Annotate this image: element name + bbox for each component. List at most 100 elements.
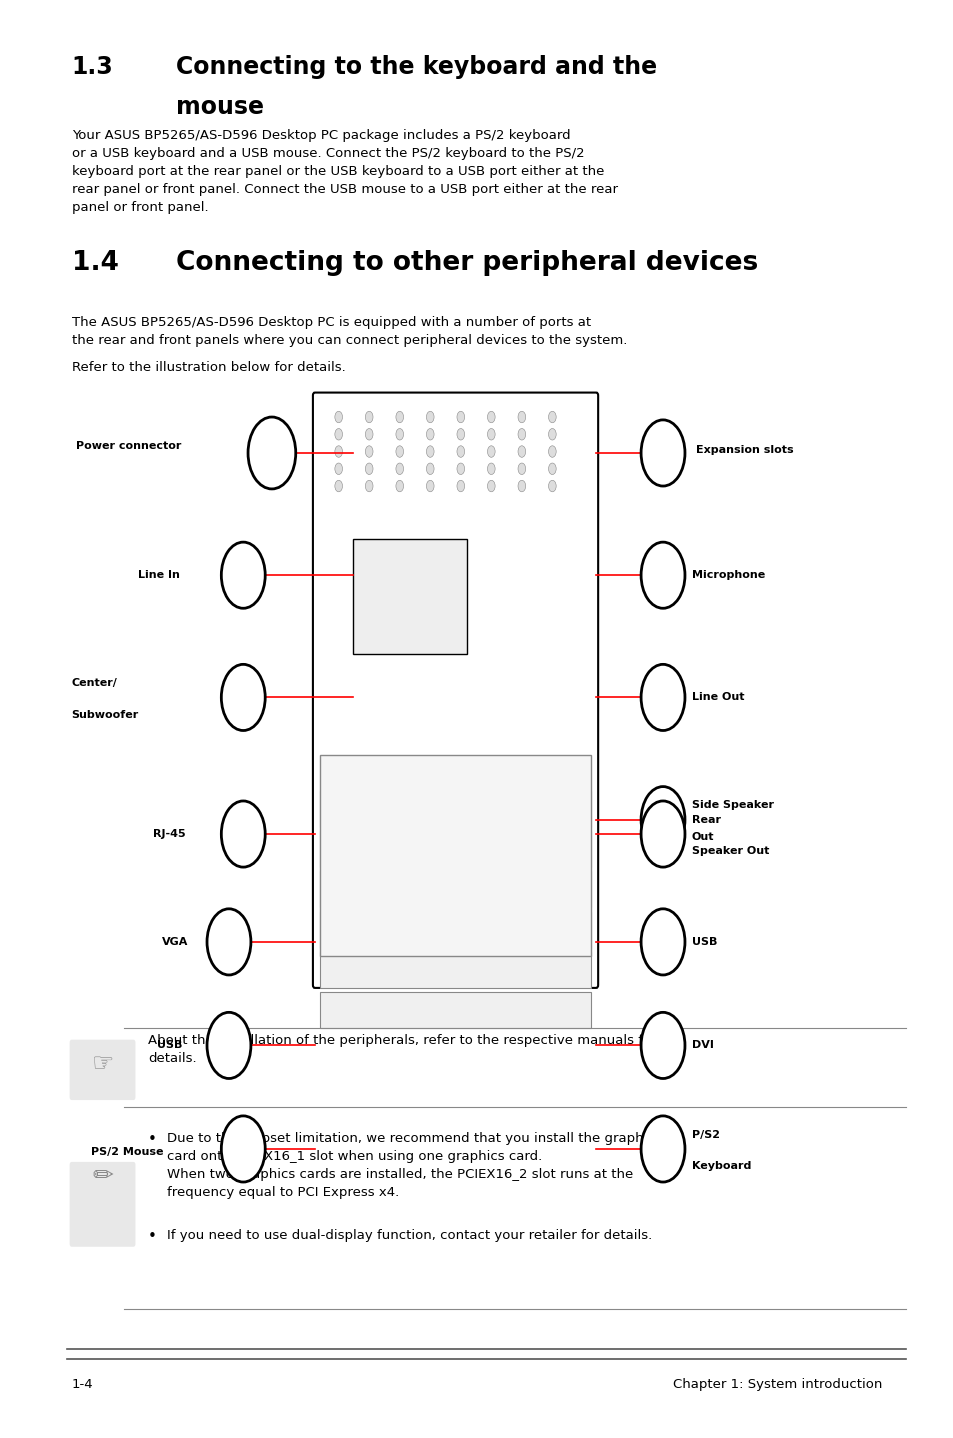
Circle shape xyxy=(335,463,342,475)
Text: Rear: Rear xyxy=(691,815,720,824)
Circle shape xyxy=(517,446,525,457)
Bar xyxy=(319,831,591,867)
Text: Subwoofer: Subwoofer xyxy=(71,710,138,719)
Circle shape xyxy=(426,463,434,475)
Circle shape xyxy=(548,480,556,492)
Text: Your ASUS BP5265/AS-D596 Desktop PC package includes a PS/2 keyboard
or a USB ke: Your ASUS BP5265/AS-D596 Desktop PC pack… xyxy=(71,129,617,214)
Circle shape xyxy=(548,446,556,457)
Text: Center/: Center/ xyxy=(71,679,117,687)
Text: Microphone: Microphone xyxy=(691,571,764,580)
Text: Expansion slots: Expansion slots xyxy=(696,446,793,454)
Text: ✏: ✏ xyxy=(92,1165,113,1188)
Text: Refer to the illustration below for details.: Refer to the illustration below for deta… xyxy=(71,361,345,374)
Text: •: • xyxy=(148,1229,156,1244)
Text: Connecting to the keyboard and the: Connecting to the keyboard and the xyxy=(176,55,657,79)
Circle shape xyxy=(640,909,684,975)
Text: Line In: Line In xyxy=(138,571,180,580)
Circle shape xyxy=(456,463,464,475)
Circle shape xyxy=(365,480,373,492)
Text: USB: USB xyxy=(157,1041,183,1050)
Text: VGA: VGA xyxy=(162,938,189,946)
Circle shape xyxy=(456,411,464,423)
Text: Power connector: Power connector xyxy=(76,441,181,450)
Text: Keyboard: Keyboard xyxy=(691,1162,750,1171)
Text: PS/2 Mouse: PS/2 Mouse xyxy=(91,1148,163,1156)
Circle shape xyxy=(487,480,495,492)
FancyBboxPatch shape xyxy=(313,393,598,988)
Circle shape xyxy=(456,429,464,440)
Circle shape xyxy=(640,1116,684,1182)
Circle shape xyxy=(395,480,403,492)
Circle shape xyxy=(517,411,525,423)
Circle shape xyxy=(640,787,684,853)
Circle shape xyxy=(640,420,684,486)
Circle shape xyxy=(365,411,373,423)
Circle shape xyxy=(456,446,464,457)
Circle shape xyxy=(426,480,434,492)
Circle shape xyxy=(221,1116,265,1182)
Circle shape xyxy=(640,542,684,608)
Text: Speaker Out: Speaker Out xyxy=(691,847,768,856)
Circle shape xyxy=(487,463,495,475)
Bar xyxy=(319,952,591,988)
Text: RJ-45: RJ-45 xyxy=(152,830,185,838)
Text: About the installation of the peripherals, refer to the respective manuals for
d: About the installation of the peripheral… xyxy=(148,1034,656,1066)
Circle shape xyxy=(426,411,434,423)
Circle shape xyxy=(207,909,251,975)
Circle shape xyxy=(456,480,464,492)
Circle shape xyxy=(248,417,295,489)
Circle shape xyxy=(548,411,556,423)
Circle shape xyxy=(395,446,403,457)
Text: DVI: DVI xyxy=(691,1041,713,1050)
Circle shape xyxy=(221,801,265,867)
Circle shape xyxy=(517,463,525,475)
Circle shape xyxy=(548,463,556,475)
FancyBboxPatch shape xyxy=(70,1040,135,1100)
Circle shape xyxy=(640,801,684,867)
Circle shape xyxy=(221,664,265,731)
Circle shape xyxy=(426,429,434,440)
Circle shape xyxy=(548,429,556,440)
Text: The ASUS BP5265/AS-D596 Desktop PC is equipped with a number of ports at
the rea: The ASUS BP5265/AS-D596 Desktop PC is eq… xyxy=(71,316,626,348)
Circle shape xyxy=(517,480,525,492)
Text: mouse: mouse xyxy=(176,95,264,119)
Text: •: • xyxy=(148,1132,156,1146)
Circle shape xyxy=(640,1012,684,1078)
Bar xyxy=(319,992,591,1028)
Circle shape xyxy=(487,429,495,440)
Bar xyxy=(319,912,591,948)
Circle shape xyxy=(517,429,525,440)
Circle shape xyxy=(221,542,265,608)
Bar xyxy=(319,871,591,907)
Bar xyxy=(319,791,591,827)
Text: Line Out: Line Out xyxy=(691,693,743,702)
Circle shape xyxy=(640,664,684,731)
Circle shape xyxy=(487,446,495,457)
Text: If you need to use dual-display function, contact your retailer for details.: If you need to use dual-display function… xyxy=(167,1229,652,1242)
FancyBboxPatch shape xyxy=(70,1162,135,1247)
Text: Out: Out xyxy=(691,833,714,841)
Text: ☞: ☞ xyxy=(91,1053,114,1076)
Circle shape xyxy=(395,411,403,423)
Circle shape xyxy=(335,480,342,492)
Circle shape xyxy=(395,429,403,440)
Circle shape xyxy=(395,463,403,475)
Text: Side Speaker: Side Speaker xyxy=(691,801,773,810)
Text: 1-4: 1-4 xyxy=(71,1378,93,1391)
Bar xyxy=(319,755,591,956)
Text: Due to the chipset limitation, we recommend that you install the graphics
card o: Due to the chipset limitation, we recomm… xyxy=(167,1132,660,1199)
Circle shape xyxy=(365,463,373,475)
Circle shape xyxy=(426,446,434,457)
Circle shape xyxy=(335,429,342,440)
Text: 1.3: 1.3 xyxy=(71,55,113,79)
Circle shape xyxy=(335,411,342,423)
Circle shape xyxy=(365,446,373,457)
Circle shape xyxy=(207,1012,251,1078)
Circle shape xyxy=(335,446,342,457)
Text: Connecting to other peripheral devices: Connecting to other peripheral devices xyxy=(176,250,758,276)
Text: P/S2: P/S2 xyxy=(691,1130,719,1139)
Text: 1.4: 1.4 xyxy=(71,250,118,276)
Circle shape xyxy=(365,429,373,440)
Text: Chapter 1: System introduction: Chapter 1: System introduction xyxy=(673,1378,882,1391)
Text: USB: USB xyxy=(691,938,717,946)
